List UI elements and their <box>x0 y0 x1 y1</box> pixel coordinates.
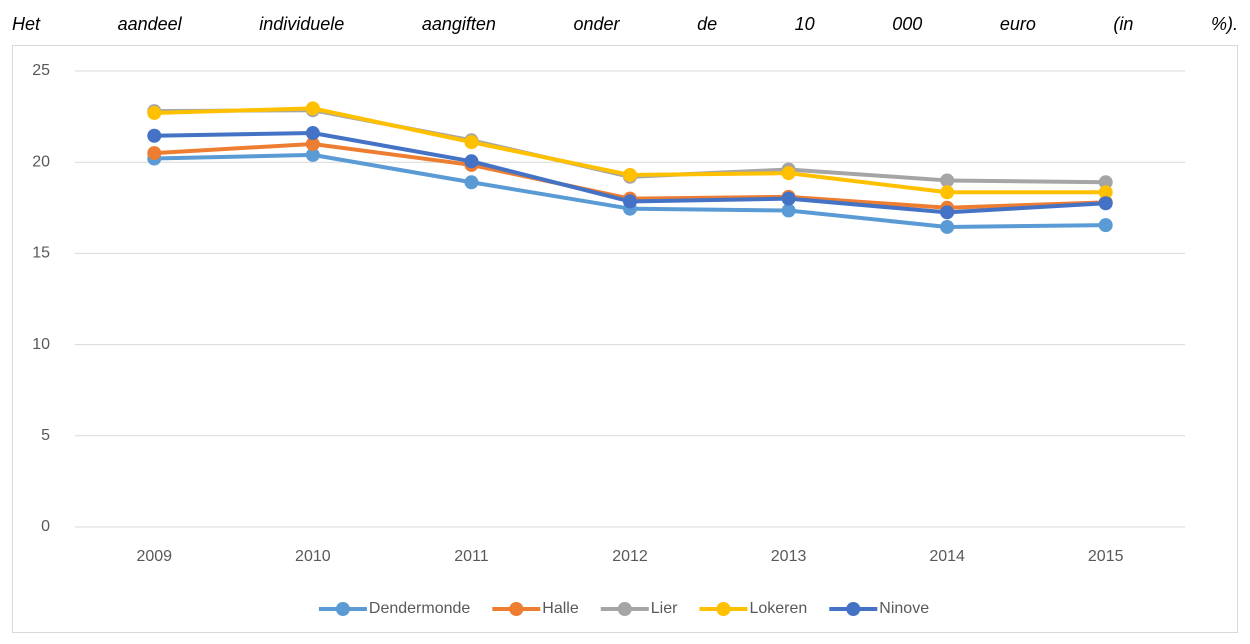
x-tick-label: 2014 <box>929 548 965 565</box>
y-tick-label: 15 <box>32 245 50 262</box>
point <box>305 101 320 116</box>
chart-title: Het aandeel individuele aangiften onder … <box>12 14 1238 34</box>
point <box>464 135 479 150</box>
x-tick-label: 2013 <box>771 548 807 565</box>
point <box>1098 175 1113 190</box>
point <box>464 154 479 169</box>
legend-marker <box>617 602 632 616</box>
point <box>305 136 320 151</box>
legend-marker <box>846 602 861 616</box>
point <box>940 219 955 234</box>
point <box>623 194 637 209</box>
point <box>147 128 162 143</box>
legend-label: Ninove <box>879 600 929 617</box>
legend-marker <box>335 602 350 616</box>
point <box>305 147 320 162</box>
point <box>940 173 955 188</box>
y-tick-label: 25 <box>32 62 50 79</box>
point <box>1098 218 1113 233</box>
y-tick-label: 10 <box>32 336 50 353</box>
x-tick-label: 2009 <box>136 548 172 565</box>
point <box>781 166 796 181</box>
legend-label: Lier <box>651 600 678 617</box>
legend-label: Dendermonde <box>369 600 471 617</box>
point <box>464 175 479 190</box>
point <box>623 167 637 182</box>
legend-marker <box>716 602 731 616</box>
point <box>305 126 320 141</box>
point <box>1098 196 1113 211</box>
legend-marker <box>509 602 524 616</box>
y-tick-label: 20 <box>32 153 50 170</box>
chart-frame <box>12 45 1238 633</box>
point <box>1098 185 1113 200</box>
point <box>940 185 955 200</box>
point <box>781 203 796 218</box>
y-tick-label: 5 <box>41 427 50 444</box>
x-tick-label: 2012 <box>612 548 648 565</box>
x-tick-label: 2010 <box>295 548 331 565</box>
legend-label: Halle <box>542 600 579 617</box>
x-tick-label: 2015 <box>1088 548 1124 565</box>
point <box>940 205 955 220</box>
legend-label: Lokeren <box>749 600 807 617</box>
point <box>147 105 162 120</box>
point <box>147 146 162 161</box>
y-tick-label: 0 <box>41 518 50 535</box>
x-tick-label: 2011 <box>454 548 489 565</box>
point <box>781 191 796 206</box>
